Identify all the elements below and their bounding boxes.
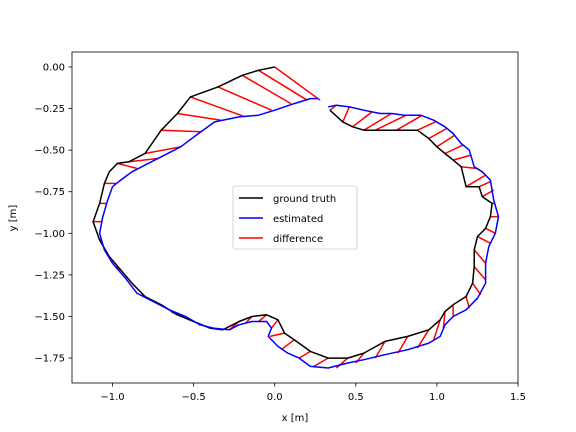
x-tick-label: 0.5	[348, 392, 364, 403]
difference-segment-38	[473, 249, 487, 264]
difference-segment-0	[274, 66, 321, 101]
difference-segment-55	[352, 111, 373, 128]
y-axis-label: y [m]	[8, 205, 19, 232]
difference-segment-26	[313, 357, 329, 368]
x-tick-label: −1.0	[100, 392, 124, 403]
difference-segment-5	[177, 112, 222, 121]
difference-segment-27	[335, 357, 349, 369]
difference-segment-33	[442, 311, 446, 329]
difference-segment-37	[473, 266, 487, 281]
y-tick-label: −0.50	[34, 146, 65, 157]
difference-segment-22	[270, 319, 279, 329]
difference-segment-7	[144, 146, 181, 155]
y-tick-label: −0.75	[34, 187, 65, 198]
axes-frame	[71, 51, 519, 384]
difference-segment-25	[298, 350, 311, 359]
difference-segment-49	[436, 134, 456, 148]
difference-segment-36	[471, 282, 482, 296]
legend-label-estimated: estimated	[273, 214, 323, 225]
difference-segment-4	[190, 96, 246, 118]
difference-segment-48	[444, 144, 464, 155]
difference-segment-29	[374, 341, 386, 359]
difference-segment-23	[269, 332, 285, 338]
difference-segment-44	[478, 181, 491, 188]
difference-segment-46	[461, 166, 476, 170]
difference-segment-40	[485, 227, 496, 234]
difference-segment-50	[428, 127, 447, 140]
difference-segment-53	[374, 114, 407, 131]
difference-segment-30	[397, 336, 409, 354]
difference-segment-39	[477, 235, 491, 244]
y-tick-label: 0.00	[43, 62, 65, 73]
series-lines	[92, 66, 500, 369]
y-tick-label: −1.25	[34, 270, 65, 281]
difference-segment-51	[417, 121, 436, 131]
difference-segment-32	[432, 319, 441, 341]
difference-segment-45	[465, 174, 486, 188]
plot-area	[92, 66, 500, 369]
y-tick-label: −1.50	[34, 312, 65, 323]
legend-label-ground-truth: ground truth	[273, 194, 336, 205]
difference-segment-21	[258, 314, 268, 323]
difference-segment-6	[161, 129, 202, 133]
y-tick-label: −1.00	[34, 229, 65, 240]
x-tick-label: −0.5	[181, 392, 205, 403]
legend-box	[232, 185, 358, 250]
difference-segment-47	[452, 154, 472, 161]
y-tick-label: −1.75	[34, 354, 65, 365]
difference-segment-52	[396, 114, 423, 131]
difference-segment-9	[117, 162, 138, 170]
x-axis-label: x [m]	[282, 413, 309, 424]
x-tick-label: 1.5	[510, 392, 526, 403]
difference-segment-2	[241, 74, 292, 105]
x-axis-ticks: −1.0 −0.5 0.0 0.5 1.0 1.5	[100, 383, 526, 403]
x-tick-label: 1.0	[429, 392, 445, 403]
difference-segment-8	[128, 157, 159, 163]
difference-segment-31	[416, 329, 430, 349]
series-line-ground-truth	[92, 66, 493, 359]
difference-segment-54	[363, 112, 392, 131]
difference-segment-3	[217, 86, 272, 111]
difference-segment-56	[342, 106, 350, 123]
legend-label-difference: difference	[273, 234, 323, 245]
x-tick-label: 0.0	[267, 392, 283, 403]
difference-segment-1	[258, 69, 308, 101]
y-axis-ticks: 0.00 −0.25 −0.50 −0.75 −1.00 −1.25 −1.50 −1.75	[34, 62, 72, 365]
legend: ground truth estimated difference	[232, 185, 358, 250]
y-tick-label: −0.25	[34, 104, 65, 115]
difference-segment-24	[280, 339, 295, 351]
series-line-estimated	[98, 97, 500, 369]
